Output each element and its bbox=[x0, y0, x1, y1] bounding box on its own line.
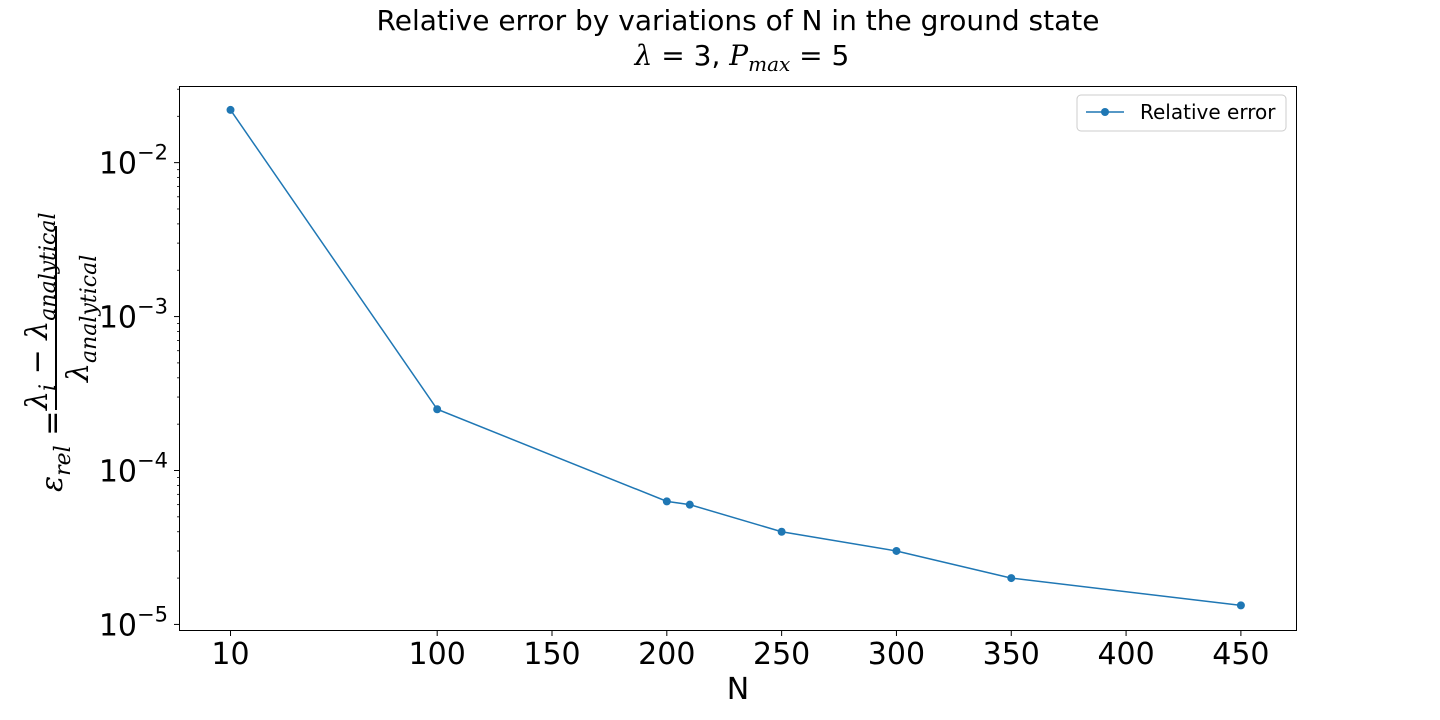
chart-subtitle: λ = 3, Pmax = 5 bbox=[634, 39, 850, 76]
y-axis-label: εrel = λi − λanalytical λanalytical bbox=[20, 212, 102, 492]
plot-area bbox=[179, 86, 1297, 631]
x-axis-label: N bbox=[727, 672, 749, 707]
x-tick-label-350: 350 bbox=[983, 637, 1040, 672]
x-tick-label-300: 300 bbox=[868, 637, 925, 672]
data-point-N300 bbox=[892, 546, 901, 555]
x-tick-label-10: 10 bbox=[211, 637, 249, 672]
legend-label-relative-error: Relative error bbox=[1140, 100, 1276, 124]
data-point-N450 bbox=[1236, 601, 1245, 610]
x-tick-label-400: 400 bbox=[1097, 637, 1154, 672]
data-point-N210 bbox=[685, 500, 694, 509]
series-layer bbox=[226, 105, 1245, 610]
x-axis: 10 100 150 200 250 300 350 400 450 bbox=[211, 630, 1270, 672]
y-tick-label-1e−5: 10−5 bbox=[99, 602, 168, 643]
chart-title: Relative error by variations of N in the… bbox=[377, 4, 1100, 37]
y-tick-label-1e−2: 10−2 bbox=[99, 141, 168, 182]
data-point-N100 bbox=[433, 405, 442, 414]
x-tick-label-450: 450 bbox=[1212, 637, 1269, 672]
x-tick-label-100: 100 bbox=[409, 637, 466, 672]
data-point-N250 bbox=[777, 527, 786, 536]
y-axis-label-denominator: λanalytical bbox=[61, 255, 102, 383]
y-tick-label-1e−3: 10−3 bbox=[99, 295, 168, 336]
x-tick-label-150: 150 bbox=[523, 637, 580, 672]
y-axis-label-numerator: λi − λanalytical bbox=[20, 212, 61, 411]
series-line-relative-error bbox=[229, 109, 1241, 607]
data-point-N10 bbox=[226, 105, 235, 114]
y-tick-label-1e−4: 10−4 bbox=[99, 448, 168, 489]
x-tick-label-200: 200 bbox=[638, 637, 695, 672]
legend-box bbox=[1076, 94, 1287, 132]
y-axis: 10−2 10−3 10−4 10−5 bbox=[99, 88, 180, 643]
legend-marker-relative-error bbox=[1101, 108, 1109, 116]
x-tick-label-250: 250 bbox=[753, 637, 810, 672]
data-point-N350 bbox=[1007, 574, 1016, 583]
legend: Relative error bbox=[1076, 94, 1287, 132]
data-point-N200 bbox=[662, 497, 671, 506]
y-axis-label-lhs: εrel = bbox=[35, 411, 76, 492]
